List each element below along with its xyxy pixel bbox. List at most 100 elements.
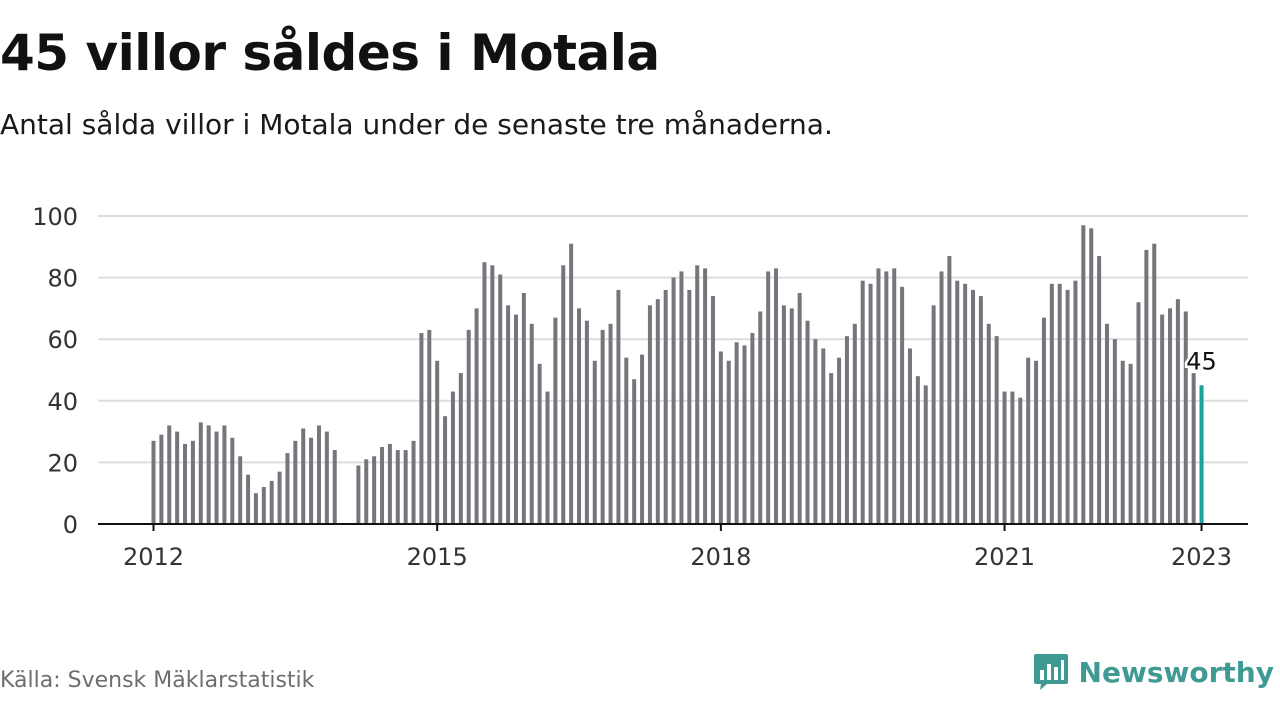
bar [561,265,566,524]
y-tick-label: 60 [47,326,78,354]
bar [616,289,621,524]
bar [805,320,810,524]
bar [1152,243,1157,524]
bar [679,271,684,524]
x-tick-label: 2015 [407,543,468,571]
bar [458,373,463,524]
y-tick-label: 0 [63,511,78,539]
bar [372,456,377,524]
bar [852,323,857,524]
brand-name: Newsworthy [1078,655,1274,689]
data-labels: 45 [1184,345,1220,378]
bar [876,268,881,524]
bar [608,323,613,524]
bar [466,329,471,524]
bar [939,271,944,524]
bar [687,289,692,524]
bar [884,271,889,524]
bar [584,320,589,524]
bar [781,305,786,524]
bar [206,425,211,524]
bar [1041,317,1046,524]
bar [316,425,321,524]
bar [190,440,195,524]
bar [529,323,534,524]
y-tick-label: 100 [32,203,78,231]
chart-subtitle: Antal sålda villor i Motala under de sen… [0,108,833,141]
bar [183,443,188,524]
bar [837,357,842,524]
bar [277,471,282,524]
bar [718,351,723,524]
bar [1034,360,1039,524]
bar [1168,308,1173,524]
bar [986,323,991,524]
bar [1018,397,1023,524]
source-note: Källa: Svensk Mäklarstatistik [0,668,315,693]
bar [293,440,298,524]
bar [482,262,487,524]
bar [600,329,605,524]
bar [175,431,180,524]
bar [403,450,408,524]
bar [813,339,818,524]
bar [829,373,834,524]
bar [710,296,715,524]
bar [419,333,424,524]
bar [309,437,314,524]
bar [624,357,629,524]
bar [734,342,739,524]
bar [632,379,637,524]
bar [553,317,558,524]
bar [663,289,668,524]
bar [1002,391,1007,524]
bar [269,480,274,524]
bar [971,289,976,524]
bar [577,308,582,524]
bar [774,268,779,524]
bar [1097,256,1102,524]
bar [498,274,503,524]
bar [230,437,235,524]
axes: 0 20 40 60 80 100 2012 2015 2018 2021 2023 [32,203,1248,571]
bar [380,447,385,524]
bar [521,293,526,524]
bar [490,265,495,524]
bar [592,360,597,524]
bar [1057,283,1062,524]
bar [443,416,448,524]
bar [450,391,455,524]
brand-logo: Newsworthy [1033,652,1274,692]
bar [844,336,849,524]
bar [1120,360,1125,524]
bar [1191,373,1196,524]
chart-title: 45 villor såldes i Motala [0,24,660,82]
bar [545,391,550,524]
bar [1065,289,1070,524]
bar [1089,228,1094,524]
bar [222,425,227,524]
bar [1136,302,1141,524]
y-tick-label: 80 [47,265,78,293]
bar [356,465,361,524]
bar [427,329,432,524]
bar [907,348,912,524]
bar [1010,391,1015,524]
bar [1183,311,1188,524]
bar [892,268,897,524]
bar [900,286,905,524]
bar [253,493,258,524]
bar [821,348,826,524]
x-tick-label: 2023 [1171,543,1232,571]
highlight-bar [1199,385,1204,524]
bar [671,277,676,524]
bar [797,293,802,524]
bar [246,474,251,524]
bar [1026,357,1031,524]
bar [387,443,392,524]
bar [159,434,164,524]
bar [963,283,968,524]
bar [1104,323,1109,524]
bar [947,256,952,524]
bar [695,265,700,524]
